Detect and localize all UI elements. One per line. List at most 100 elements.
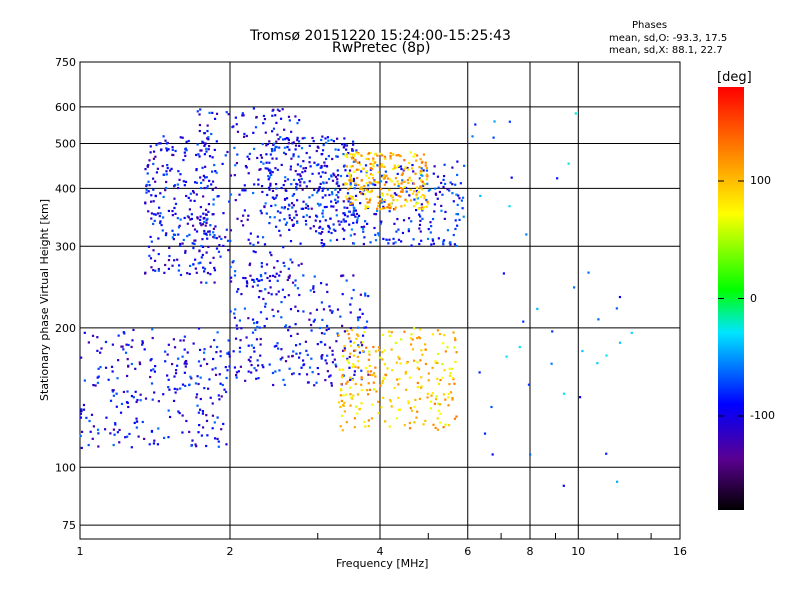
data-point — [297, 309, 300, 313]
data-point — [386, 206, 389, 209]
data-point — [302, 359, 305, 362]
data-point — [244, 379, 247, 382]
data-point — [361, 349, 365, 353]
data-point — [208, 155, 212, 158]
data-point — [168, 254, 171, 258]
data-point — [378, 356, 381, 359]
data-point — [200, 244, 203, 248]
data-point — [259, 343, 262, 346]
data-point — [365, 157, 368, 160]
data-point — [223, 388, 226, 391]
data-point — [359, 202, 362, 205]
data-point — [380, 163, 383, 166]
data-point — [282, 261, 285, 264]
data-point — [127, 343, 130, 347]
data-point — [97, 445, 100, 448]
data-point — [428, 188, 432, 191]
data-point — [410, 409, 414, 412]
data-point — [173, 387, 176, 390]
data-point — [202, 141, 205, 144]
data-point — [407, 181, 410, 185]
data-point — [236, 130, 240, 133]
data-point — [162, 436, 166, 440]
data-point — [211, 111, 214, 114]
data-point — [224, 236, 227, 239]
data-point — [452, 233, 455, 237]
data-point — [324, 359, 327, 362]
data-point — [218, 235, 221, 238]
data-point — [233, 146, 236, 149]
data-point — [150, 429, 154, 433]
data-point — [173, 197, 176, 200]
data-point — [214, 373, 218, 376]
data-point — [141, 343, 144, 346]
data-point — [208, 378, 211, 381]
data-point — [125, 343, 128, 346]
data-point — [187, 196, 190, 199]
data-point — [99, 365, 102, 369]
y-tick-label: 600 — [55, 101, 76, 114]
data-point — [330, 311, 334, 314]
data-point — [313, 275, 316, 278]
data-point — [397, 164, 400, 167]
data-point — [174, 202, 178, 205]
data-point — [236, 217, 239, 220]
data-point — [307, 207, 310, 210]
data-point — [316, 191, 319, 194]
data-point — [178, 224, 181, 227]
data-point — [337, 191, 340, 194]
data-point — [221, 162, 224, 166]
data-point — [191, 242, 194, 245]
data-point — [451, 396, 454, 400]
data-point — [229, 229, 233, 232]
data-point — [199, 176, 202, 179]
data-point — [261, 190, 264, 194]
data-point — [321, 212, 324, 215]
data-point — [256, 156, 259, 160]
data-point — [321, 215, 325, 218]
data-point — [130, 362, 133, 366]
data-point — [220, 395, 223, 398]
data-point — [425, 169, 429, 172]
data-point — [110, 365, 114, 368]
data-point — [245, 166, 248, 169]
data-point — [374, 161, 377, 164]
data-point — [362, 225, 366, 228]
data-point — [262, 366, 265, 369]
data-point — [361, 341, 364, 344]
data-point — [442, 240, 445, 243]
data-point — [199, 215, 202, 218]
data-point — [192, 342, 195, 345]
data-point — [235, 371, 239, 374]
data-point — [167, 386, 170, 389]
data-point — [294, 344, 298, 347]
data-point — [171, 236, 174, 239]
data-point — [324, 137, 327, 140]
data-point — [112, 394, 115, 397]
data-point — [247, 358, 250, 361]
data-point — [365, 320, 369, 323]
data-point — [260, 278, 263, 282]
data-point — [369, 167, 372, 170]
data-point — [562, 484, 565, 487]
data-point — [255, 377, 258, 380]
data-point — [143, 348, 146, 351]
data-point — [332, 205, 335, 208]
data-point — [292, 141, 295, 144]
data-point — [372, 372, 376, 375]
data-point — [376, 204, 380, 208]
data-point — [79, 434, 82, 438]
data-point — [432, 242, 436, 245]
data-point — [342, 200, 345, 203]
data-point — [425, 205, 428, 208]
data-point — [346, 380, 349, 383]
data-point — [205, 251, 208, 254]
data-point — [171, 264, 174, 267]
data-point — [360, 402, 363, 405]
data-point — [280, 186, 283, 190]
data-point — [453, 346, 456, 349]
data-point — [341, 368, 345, 371]
data-point — [232, 350, 235, 353]
data-point — [404, 370, 407, 374]
data-point — [154, 269, 157, 272]
